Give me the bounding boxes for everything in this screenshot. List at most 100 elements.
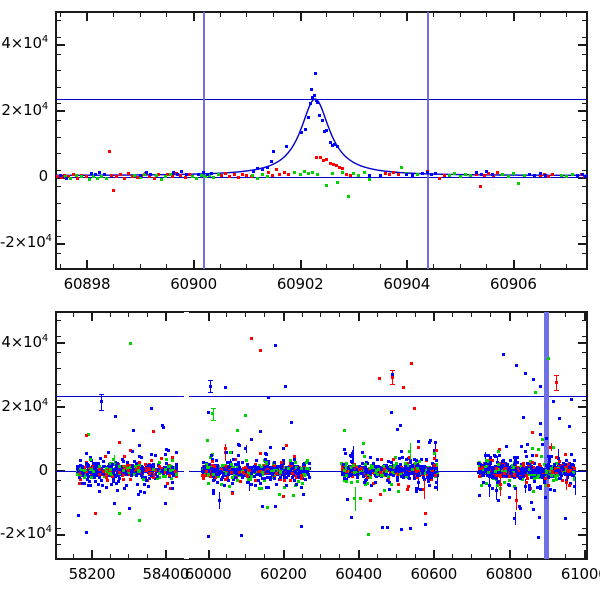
data-point <box>180 170 184 174</box>
data-point <box>527 484 531 488</box>
y-axis-minor-tick <box>56 219 61 221</box>
outlier-point <box>211 412 215 416</box>
data-point <box>383 488 387 492</box>
data-point <box>241 460 245 464</box>
data-point <box>261 168 265 172</box>
data-point <box>389 472 393 476</box>
data-point <box>231 478 235 482</box>
y-axis-minor-tick <box>582 543 587 545</box>
data-point <box>253 474 257 478</box>
data-point <box>344 172 348 176</box>
data-point <box>503 468 507 472</box>
data-point <box>434 470 438 474</box>
data-point <box>525 454 529 458</box>
data-point <box>105 479 109 483</box>
y-axis-minor-tick <box>56 383 61 385</box>
data-point <box>381 465 385 469</box>
y-axis-tick <box>56 406 65 409</box>
data-point <box>573 484 576 488</box>
data-point <box>556 469 560 473</box>
data-point <box>453 171 457 175</box>
data-point <box>342 471 346 475</box>
y-axis-minor-tick <box>582 37 587 39</box>
data-point <box>152 475 156 479</box>
data-point <box>527 462 531 466</box>
data-point <box>529 467 533 471</box>
x-axis-minor-tick <box>395 554 397 559</box>
data-point <box>244 467 247 471</box>
data-point <box>306 458 310 462</box>
data-point <box>239 533 243 537</box>
data-point <box>212 469 216 473</box>
data-point <box>572 466 576 470</box>
data-point <box>523 484 527 488</box>
y-axis-minor-tick <box>582 495 587 497</box>
data-point <box>351 171 355 175</box>
data-point <box>558 460 562 464</box>
data-point <box>485 170 489 174</box>
data-point <box>246 472 250 476</box>
data-point <box>568 481 572 485</box>
data-point <box>412 476 416 480</box>
data-point <box>532 480 536 484</box>
data-point <box>390 471 394 475</box>
data-point <box>226 478 230 482</box>
data-point <box>292 454 296 458</box>
data-point <box>140 472 144 476</box>
data-point <box>97 489 101 493</box>
data-point <box>554 467 558 471</box>
data-point <box>357 173 361 177</box>
data-point <box>297 474 301 478</box>
data-point <box>573 458 577 462</box>
outlier-point <box>547 357 550 361</box>
data-point <box>92 476 96 480</box>
data-point <box>170 174 174 178</box>
data-point <box>112 501 116 505</box>
data-point <box>140 456 144 460</box>
data-point <box>362 442 366 446</box>
data-point <box>278 492 282 496</box>
data-point <box>299 473 303 477</box>
data-point <box>203 175 207 179</box>
data-point <box>81 466 85 470</box>
data-point <box>170 486 174 490</box>
data-point <box>168 467 172 471</box>
data-point <box>268 466 272 470</box>
data-point <box>544 470 548 474</box>
data-point <box>92 461 96 465</box>
x-axis-minor-tick <box>489 554 491 559</box>
data-point <box>229 463 233 467</box>
x-axis-tick <box>207 312 210 321</box>
data-point <box>314 99 318 103</box>
data-point <box>78 478 82 482</box>
data-point <box>348 174 352 178</box>
data-point <box>372 461 376 465</box>
data-point <box>85 452 89 456</box>
data-point <box>386 478 390 482</box>
outlier-point <box>244 414 248 418</box>
data-point <box>377 468 381 472</box>
y-axis-tick <box>578 110 587 113</box>
data-point <box>290 475 294 479</box>
data-point <box>497 462 501 466</box>
data-point <box>94 480 97 484</box>
data-point <box>75 466 79 470</box>
data-point <box>265 174 269 178</box>
data-point <box>215 463 219 467</box>
data-point <box>104 485 108 489</box>
data-point <box>480 474 484 478</box>
data-point <box>149 173 153 177</box>
data-point <box>500 471 504 475</box>
data-point <box>299 476 303 480</box>
x-axis-minor-tick <box>470 312 472 317</box>
y-axis-minor-tick <box>582 120 587 122</box>
data-point <box>266 485 270 489</box>
data-point <box>563 470 567 474</box>
data-point <box>94 461 98 465</box>
data-point <box>201 477 205 481</box>
data-point <box>335 144 339 148</box>
data-point <box>221 464 224 468</box>
data-point <box>156 173 160 177</box>
data-point <box>111 463 115 467</box>
data-point <box>518 507 522 511</box>
